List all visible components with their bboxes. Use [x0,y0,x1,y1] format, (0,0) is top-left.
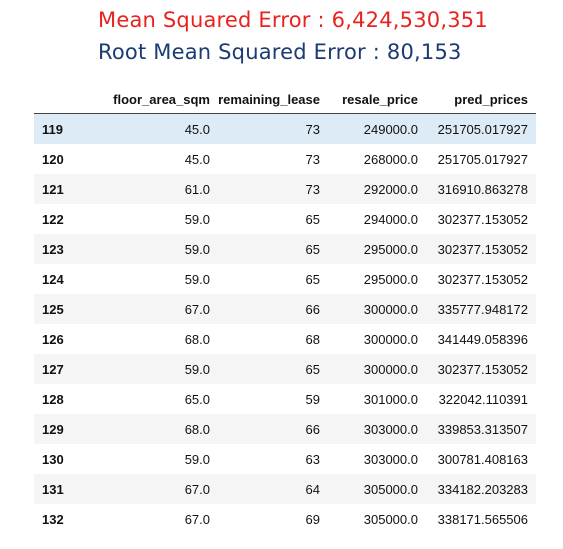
row-index: 122 [42,211,64,227]
cell-pred-prices: 302377.153052 [437,211,528,227]
cell-floor-area-sqm: 65.0 [184,391,210,407]
table-row[interactable]: 121 61.0 73 292000.0 316910.863278 [34,174,536,204]
cell-remaining-lease: 69 [305,511,320,527]
cell-remaining-lease: 65 [305,241,320,257]
row-index: 126 [42,331,64,347]
cell-resale-price: 305000.0 [363,481,418,497]
cell-pred-prices: 300781.408163 [437,451,528,467]
cell-pred-prices: 335777.948172 [437,301,528,317]
cell-remaining-lease: 66 [305,301,320,317]
cell-resale-price: 292000.0 [363,181,418,197]
cell-pred-prices: 316910.863278 [437,181,528,197]
cell-floor-area-sqm: 59.0 [184,271,210,287]
row-index: 123 [42,241,64,257]
cell-resale-price: 303000.0 [363,451,418,467]
column-header-pred-prices: pred_prices [426,85,536,114]
dataframe-table-container[interactable]: floor_area_sqm remaining_lease resale_pric… [34,85,536,531]
cell-floor-area-sqm: 67.0 [184,511,210,527]
cell-resale-price: 295000.0 [363,241,418,257]
table-row[interactable]: 122 59.0 65 294000.0 302377.153052 [34,204,536,234]
table-row[interactable]: 119 45.0 73 249000.0 251705.017927 [34,113,536,144]
cell-remaining-lease: 65 [305,361,320,377]
cell-remaining-lease: 59 [305,391,320,407]
cell-pred-prices: 302377.153052 [437,241,528,257]
table-row[interactable]: 128 65.0 59 301000.0 322042.110391 [34,384,536,414]
cell-pred-prices: 334182.203283 [437,481,528,497]
cell-pred-prices: 251705.017927 [437,121,528,137]
cell-floor-area-sqm: 68.0 [184,331,210,347]
cell-remaining-lease: 73 [305,181,320,197]
table-row[interactable]: 123 59.0 65 295000.0 302377.153052 [34,234,536,264]
row-index: 130 [42,451,64,467]
cell-remaining-lease: 64 [305,481,320,497]
cell-floor-area-sqm: 61.0 [184,181,210,197]
cell-pred-prices: 341449.058396 [437,331,528,347]
table-header: floor_area_sqm remaining_lease resale_pric… [34,85,536,114]
cell-floor-area-sqm: 67.0 [184,301,210,317]
cell-pred-prices: 338171.565506 [437,511,528,527]
cell-remaining-lease: 66 [305,421,320,437]
table-row[interactable]: 120 45.0 73 268000.0 251705.017927 [34,144,536,174]
cell-pred-prices: 339853.313507 [437,421,528,437]
table-row[interactable]: 127 59.0 65 300000.0 302377.153052 [34,354,536,384]
row-index: 119 [42,121,63,137]
row-index: 128 [42,391,64,407]
table-row[interactable]: 131 67.0 64 305000.0 334182.203283 [34,474,536,504]
cell-resale-price: 295000.0 [363,271,418,287]
index-header [34,85,78,114]
table-row[interactable]: 124 59.0 65 295000.0 302377.153052 [34,264,536,294]
cell-remaining-lease: 63 [305,451,320,467]
cell-floor-area-sqm: 59.0 [184,361,210,377]
cell-resale-price: 300000.0 [363,331,418,347]
cell-pred-prices: 322042.110391 [438,391,528,407]
cell-remaining-lease: 65 [305,271,320,287]
cell-remaining-lease: 73 [305,121,320,137]
row-index: 121 [42,181,64,197]
cell-floor-area-sqm: 68.0 [184,421,210,437]
cell-pred-prices: 251705.017927 [437,151,528,167]
header-row: floor_area_sqm remaining_lease resale_pric… [34,85,536,114]
cell-resale-price: 268000.0 [363,151,418,167]
cell-resale-price: 301000.0 [363,391,418,407]
rmse-label: Root Mean Squared Error : 80,153 [98,40,462,64]
cell-floor-area-sqm: 59.0 [184,451,210,467]
row-index: 120 [42,151,64,167]
table-row[interactable]: 132 67.0 69 305000.0 338171.565506 [34,504,536,531]
cell-resale-price: 300000.0 [363,301,418,317]
cell-floor-area-sqm: 67.0 [184,481,210,497]
dataframe-table: floor_area_sqm remaining_lease resale_pric… [34,85,536,531]
row-index: 125 [42,301,64,317]
mse-label: Mean Squared Error : 6,424,530,351 [98,8,488,32]
cell-floor-area-sqm: 59.0 [184,241,210,257]
table-row[interactable]: 130 59.0 63 303000.0 300781.408163 [34,444,536,474]
cell-floor-area-sqm: 59.0 [184,211,210,227]
row-index: 124 [42,271,64,287]
cell-floor-area-sqm: 45.0 [184,121,210,137]
cell-resale-price: 300000.0 [363,361,418,377]
column-header-floor-area-sqm: floor_area_sqm [78,85,218,114]
cell-pred-prices: 302377.153052 [437,361,528,377]
row-index: 127 [42,361,64,377]
cell-resale-price: 303000.0 [363,421,418,437]
cell-remaining-lease: 65 [305,211,320,227]
cell-resale-price: 305000.0 [363,511,418,527]
row-index: 131 [42,481,64,497]
cell-pred-prices: 302377.153052 [437,271,528,287]
table-row[interactable]: 126 68.0 68 300000.0 341449.058396 [34,324,536,354]
column-header-resale-price: resale_price [328,85,426,114]
cell-resale-price: 249000.0 [363,121,418,137]
cell-floor-area-sqm: 45.0 [184,151,210,167]
row-index: 129 [42,421,64,437]
row-index: 132 [42,511,64,527]
cell-remaining-lease: 68 [305,331,320,347]
cell-remaining-lease: 73 [305,151,320,167]
table-row[interactable]: 125 67.0 66 300000.0 335777.948172 [34,294,536,324]
cell-resale-price: 294000.0 [363,211,418,227]
table-body: 119 45.0 73 249000.0 251705.017927 120 45.0 73 2… [34,113,536,531]
column-header-remaining-lease: remaining_lease [218,85,328,114]
table-row[interactable]: 129 68.0 66 303000.0 339853.313507 [34,414,536,444]
